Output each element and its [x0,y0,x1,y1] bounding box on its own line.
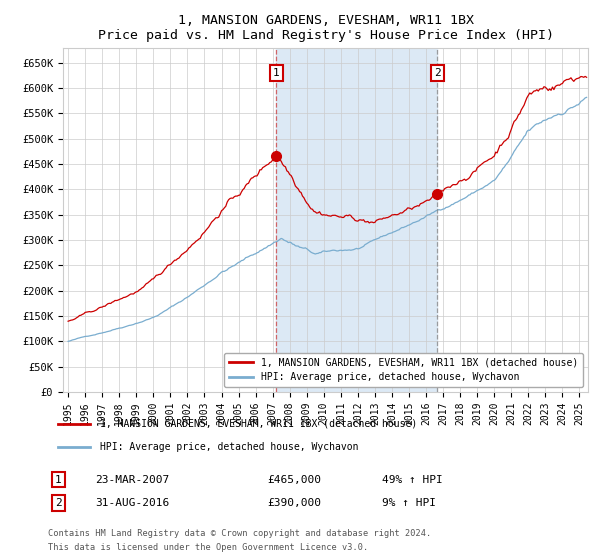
Text: 9% ↑ HPI: 9% ↑ HPI [382,498,436,508]
Text: 49% ↑ HPI: 49% ↑ HPI [382,475,443,485]
Text: Contains HM Land Registry data © Crown copyright and database right 2024.: Contains HM Land Registry data © Crown c… [48,530,431,539]
Text: HPI: Average price, detached house, Wychavon: HPI: Average price, detached house, Wych… [100,442,359,452]
Text: £390,000: £390,000 [267,498,321,508]
Text: 23-MAR-2007: 23-MAR-2007 [95,475,169,485]
Legend: 1, MANSION GARDENS, EVESHAM, WR11 1BX (detached house), HPI: Average price, deta: 1, MANSION GARDENS, EVESHAM, WR11 1BX (d… [224,353,583,387]
Text: 1: 1 [273,68,280,78]
Text: 2: 2 [434,68,441,78]
Text: This data is licensed under the Open Government Licence v3.0.: This data is licensed under the Open Gov… [48,543,368,552]
Title: 1, MANSION GARDENS, EVESHAM, WR11 1BX
Price paid vs. HM Land Registry's House Pr: 1, MANSION GARDENS, EVESHAM, WR11 1BX Pr… [97,14,554,42]
Text: 31-AUG-2016: 31-AUG-2016 [95,498,169,508]
Text: 1, MANSION GARDENS, EVESHAM, WR11 1BX (detached house): 1, MANSION GARDENS, EVESHAM, WR11 1BX (d… [100,419,418,429]
Text: 2: 2 [55,498,62,508]
Text: £465,000: £465,000 [267,475,321,485]
Text: 1: 1 [55,475,62,485]
Bar [277,48,437,392]
